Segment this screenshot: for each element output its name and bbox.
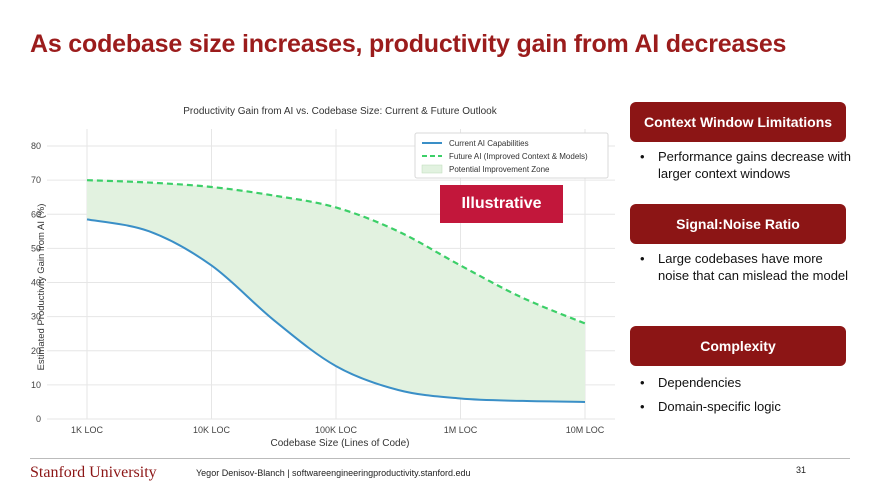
series-current-ai-line [86, 218, 586, 403]
bullet-context-window: • Performance gains decrease with larger… [640, 148, 855, 182]
legend-label-current: Current AI Capabilities [449, 139, 529, 148]
footer-credit: Yegor Denisov-Blanch | softwareengineeri… [196, 468, 471, 478]
potential-improvement-zone [87, 180, 585, 402]
bullet-signal-noise: • Large codebases have more noise that c… [640, 250, 855, 284]
bullet-domain-logic: • Domain-specific logic [640, 398, 855, 415]
y-tick-label: 70 [31, 175, 41, 185]
y-axis-label: Estimated Productivity Gain from AI (%) [36, 204, 47, 371]
x-tick-label: 1K LOC [71, 425, 104, 435]
section-header-complexity: Complexity [630, 326, 846, 366]
y-tick-label: 80 [31, 141, 41, 151]
x-tick-label: 1M LOC [444, 425, 478, 435]
y-tick-label: 30 [31, 312, 41, 322]
footer-divider [30, 458, 850, 459]
legend-label-zone: Potential Improvement Zone [449, 165, 550, 174]
productivity-chart: Productivity Gain from AI vs. Codebase S… [31, 106, 615, 449]
y-tick-label: 20 [31, 346, 41, 356]
x-tick-label: 10K LOC [193, 425, 231, 435]
page-number: 31 [796, 465, 807, 475]
stanford-logo: Stanford University [30, 464, 157, 481]
bullet-text: Dependencies [658, 375, 742, 390]
series-future-ai-line [86, 179, 586, 325]
y-tick-label: 50 [31, 243, 41, 253]
x-axis-label: Codebase Size (Lines of Code) [271, 438, 410, 449]
tick-layer: 0 10 20 30 40 50 60 70 80 1K LOC 10K LOC 100K LOC 1M… [31, 141, 605, 435]
legend-label-future: Future AI (Improved Context & Models) [449, 152, 588, 161]
bullet-dot: • [640, 399, 645, 414]
y-tick-label: 0 [36, 414, 41, 424]
legend: Current AI Capabilities Future AI (Impro… [414, 132, 609, 179]
legend-box [414, 132, 609, 179]
x-tick-label: 10M LOC [566, 425, 605, 435]
zone-layer [87, 180, 585, 402]
illustrative-badge: Illustrative [440, 185, 563, 223]
bullet-dot: • [640, 251, 645, 266]
bullet-text: Domain-specific logic [658, 399, 781, 414]
y-tick-label: 10 [31, 380, 41, 390]
y-tick-label: 40 [31, 278, 41, 288]
x-tick-label: 100K LOC [315, 425, 358, 435]
section-header-context-window: Context Window Limitations [630, 102, 846, 142]
bullet-text: Large codebases have more noise that can… [658, 251, 849, 283]
y-tick-label: 60 [31, 209, 41, 219]
line-layer [86, 179, 586, 403]
bullet-dot: • [640, 149, 645, 164]
bullet-text: Performance gains decrease with larger c… [658, 149, 851, 181]
legend-swatch-zone [421, 164, 443, 174]
slide-title: As codebase size increases, productivity… [30, 30, 787, 58]
bullet-dot: • [640, 375, 645, 390]
section-header-signal-noise: Signal:Noise Ratio [630, 204, 846, 244]
bullet-dependencies: • Dependencies [640, 374, 855, 391]
chart-title: Productivity Gain from AI vs. Codebase S… [183, 106, 497, 117]
